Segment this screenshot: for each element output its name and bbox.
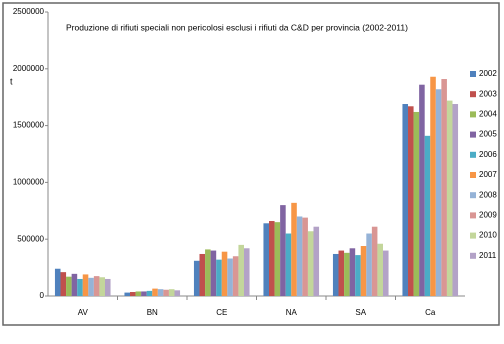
x-tick-label: Ca (425, 308, 436, 317)
bar (221, 251, 228, 296)
bar (296, 216, 303, 296)
bar (146, 290, 153, 296)
x-tick-label: SA (355, 308, 366, 317)
y-axis-label: t (10, 76, 13, 86)
bar (130, 292, 136, 296)
bar (402, 104, 409, 297)
bar (371, 226, 378, 296)
bar (269, 221, 275, 296)
bar (441, 79, 447, 296)
bar (446, 100, 453, 296)
bar (104, 278, 111, 296)
legend-swatch (470, 151, 476, 158)
chart-title: Produzione di rifiuti speciali non peric… (66, 22, 408, 32)
bar (243, 248, 250, 296)
bar (280, 205, 286, 296)
bar (360, 246, 367, 296)
legend-label: 2011 (479, 251, 497, 260)
legend-label: 2004 (479, 110, 497, 119)
bar (205, 249, 211, 296)
x-tick-label: NA (286, 308, 298, 317)
legend-label: 2009 (479, 211, 497, 220)
bar (382, 250, 389, 296)
x-tick-label: CE (216, 308, 227, 317)
legend-label: 2008 (479, 190, 497, 199)
legend-swatch (470, 71, 476, 77)
bar (210, 250, 217, 296)
y-tick-label: 2000000 (13, 64, 45, 73)
legend-label: 2006 (479, 150, 497, 159)
x-tick-label: BN (147, 308, 158, 317)
bar (377, 243, 383, 296)
bar (232, 256, 239, 296)
bar (419, 84, 425, 296)
legend-swatch (470, 91, 476, 98)
bar (54, 268, 61, 296)
bar (291, 202, 297, 296)
bar (413, 111, 420, 296)
bar (227, 258, 233, 296)
legend-label: 2005 (479, 130, 497, 139)
legend-swatch (470, 131, 476, 138)
bar (263, 223, 270, 296)
legend-swatch (470, 111, 476, 118)
bar (285, 233, 292, 296)
bar (216, 259, 222, 296)
legend-label: 2007 (479, 170, 497, 179)
bar (338, 250, 345, 296)
bar (168, 289, 175, 296)
bar (93, 276, 100, 296)
bar (344, 252, 350, 296)
y-tick-label: 1000000 (13, 178, 45, 187)
bar (435, 89, 442, 296)
bar (408, 106, 414, 297)
bar (313, 226, 320, 296)
bar (193, 260, 200, 296)
legend-swatch (470, 252, 476, 259)
bar (452, 104, 459, 297)
legend-swatch (470, 212, 476, 219)
legend-label: 2010 (479, 231, 497, 240)
bar (307, 231, 314, 296)
legend-swatch (470, 172, 476, 178)
bar (424, 135, 431, 296)
bar (66, 276, 72, 296)
x-tick-label: AV (78, 308, 89, 317)
bar (124, 292, 131, 296)
bar (88, 277, 94, 296)
bar (174, 290, 181, 296)
bar (302, 217, 308, 296)
bar (82, 274, 89, 296)
bar (99, 277, 105, 296)
legend-swatch (470, 192, 476, 199)
bar (135, 291, 142, 296)
bar (366, 233, 372, 296)
legend-label: 2003 (479, 89, 497, 98)
legend-swatch (470, 232, 476, 239)
bar (238, 244, 244, 296)
bar (349, 248, 356, 296)
legend-label: 2002 (479, 69, 497, 78)
bar (199, 253, 206, 296)
bar (332, 253, 339, 296)
y-tick-label: 500000 (17, 234, 44, 243)
bar (141, 291, 147, 296)
bar (77, 278, 83, 296)
bar (355, 255, 361, 296)
bar (71, 273, 78, 296)
y-tick-label: 2500000 (13, 7, 45, 16)
y-tick-label: 0 (40, 291, 45, 300)
bar (430, 76, 436, 296)
bar (60, 272, 67, 296)
bar (152, 288, 158, 296)
bar (157, 289, 164, 296)
bar (274, 222, 281, 296)
bar (163, 289, 169, 296)
y-tick-label: 1500000 (13, 121, 45, 130)
